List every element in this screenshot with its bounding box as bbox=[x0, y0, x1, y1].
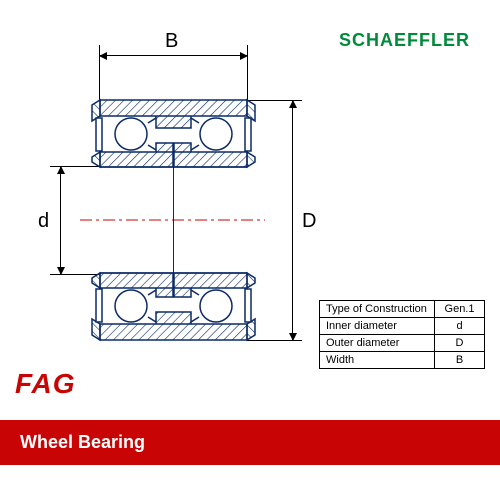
bearing-schematic: B d D bbox=[60, 45, 320, 365]
footer-text: Wheel Bearing bbox=[20, 432, 145, 453]
spec-label: Inner diameter bbox=[320, 318, 435, 335]
spec-value: Gen.1 bbox=[435, 301, 485, 318]
table-row: Inner diameter d bbox=[320, 318, 485, 335]
footer-bar: Wheel Bearing bbox=[0, 420, 500, 465]
spec-table-body: Type of Construction Gen.1 Inner diamete… bbox=[320, 301, 485, 369]
dim-label-d: d bbox=[38, 210, 49, 233]
spec-value: B bbox=[435, 352, 485, 369]
brand-top-label: SCHAEFFLER bbox=[339, 30, 470, 51]
spec-label: Width bbox=[320, 352, 435, 369]
brand-bottom-label: FAG bbox=[15, 368, 76, 400]
spec-label: Type of Construction bbox=[320, 301, 435, 318]
spec-value: d bbox=[435, 318, 485, 335]
spec-value: D bbox=[435, 335, 485, 352]
table-row: Width B bbox=[320, 352, 485, 369]
table-row: Type of Construction Gen.1 bbox=[320, 301, 485, 318]
bearing-svg bbox=[60, 45, 320, 365]
spec-table: Type of Construction Gen.1 Inner diamete… bbox=[319, 300, 485, 369]
table-row: Outer diameter D bbox=[320, 335, 485, 352]
spec-label: Outer diameter bbox=[320, 335, 435, 352]
